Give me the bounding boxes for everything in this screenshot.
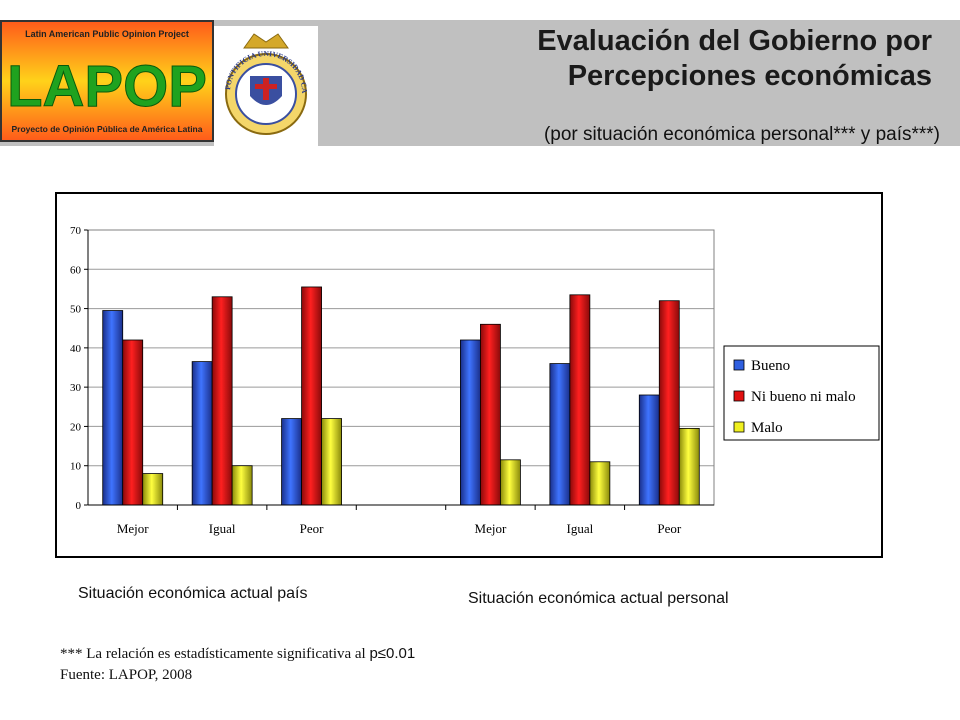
legend-label: Malo [751, 420, 783, 436]
group-label-personal: Situación económica actual personal [468, 590, 729, 607]
grid-layer [88, 229, 714, 506]
bar-bueno [281, 418, 302, 506]
bar-malo [678, 427, 700, 506]
title-line-1: Evaluación del Gobierno por [537, 25, 932, 57]
x-tick-label: Peor [657, 521, 682, 536]
lapop-bottom-text: Proyecto de Opinión Pública de América L… [12, 124, 203, 134]
footnote: *** La relación es estadísticamente sign… [60, 643, 415, 686]
bar-ni-bueno-ni-malo [211, 296, 233, 506]
bar-bueno [549, 363, 571, 506]
significance-prefix: *** La relación es estadísticamente sign… [60, 646, 370, 662]
y-tick-label: 70 [70, 225, 82, 237]
x-tick-label: Igual [209, 521, 236, 536]
bars-layer [102, 286, 700, 506]
bar-ni-bueno-ni-malo [301, 286, 322, 506]
bar-ni-bueno-ni-malo [122, 339, 144, 506]
x-tick-label: Mejor [475, 521, 507, 536]
source-note: Fuente: LAPOP, 2008 [60, 667, 193, 683]
uc-seal: PONTIFICIA UNIVERSIDAD CATÓLICA DE CHILE [211, 18, 318, 146]
lapop-logo: Latin American Public Opinion Project LA… [0, 20, 214, 142]
legend-swatch [733, 421, 745, 433]
bar-bueno [460, 339, 481, 506]
significance-value: p≤0.01 [369, 645, 416, 662]
bar-bueno [191, 361, 213, 506]
bar-malo [321, 418, 342, 506]
bar-ni-bueno-ni-malo [569, 294, 591, 506]
x-tick-label: Mejor [117, 521, 149, 536]
page-subtitle: (por situación económica personal*** y p… [543, 124, 940, 145]
x-tick-label: Peor [300, 521, 325, 536]
plot-area [87, 229, 715, 506]
bar-malo [589, 461, 611, 506]
y-tick-label: 40 [70, 343, 82, 355]
legend-swatch [733, 359, 745, 371]
significance-note: *** La relación es estadísticamente sign… [60, 643, 415, 665]
bar-ni-bueno-ni-malo [658, 300, 680, 506]
bar-chart: 0 10 20 30 40 50 60 70 Mejor Igual Peor Mejor Igual P… [70, 225, 880, 536]
legend: Bueno Ni bueno ni malo Malo [723, 345, 880, 441]
axis-layer: 0 10 20 30 40 50 60 70 Mejor Igual Peor Mejor Igual P… [70, 225, 715, 536]
y-tick-label: 10 [70, 461, 82, 473]
bar-malo [231, 465, 253, 506]
group-label-country: Situación económica actual país [78, 585, 308, 602]
bar-malo [142, 473, 164, 506]
legend-label: Ni bueno ni malo [751, 389, 856, 405]
bar-ni-bueno-ni-malo [480, 323, 501, 506]
legend-swatch [733, 390, 745, 402]
y-tick-label: 60 [70, 264, 82, 276]
chart-frame: 0 10 20 30 40 50 60 70 Mejor Igual Peor Mejor Igual P… [55, 192, 883, 558]
y-tick-label: 50 [70, 304, 82, 316]
legend-box [723, 345, 880, 441]
lapop-top-text: Latin American Public Opinion Project [25, 29, 189, 39]
lapop-main-text: LAPOP [7, 54, 207, 119]
bar-bueno [638, 394, 660, 506]
page-title: Evaluación del Gobierno por Percepciones… [537, 24, 932, 94]
legend-label: Bueno [751, 358, 790, 374]
y-tick-label: 0 [76, 500, 82, 512]
bar-bueno [102, 310, 124, 506]
title-line-2: Percepciones económicas [567, 60, 932, 92]
y-tick-label: 30 [70, 382, 82, 394]
x-tick-label: Igual [566, 521, 593, 536]
bar-malo [500, 459, 521, 506]
y-tick-label: 20 [70, 421, 82, 433]
